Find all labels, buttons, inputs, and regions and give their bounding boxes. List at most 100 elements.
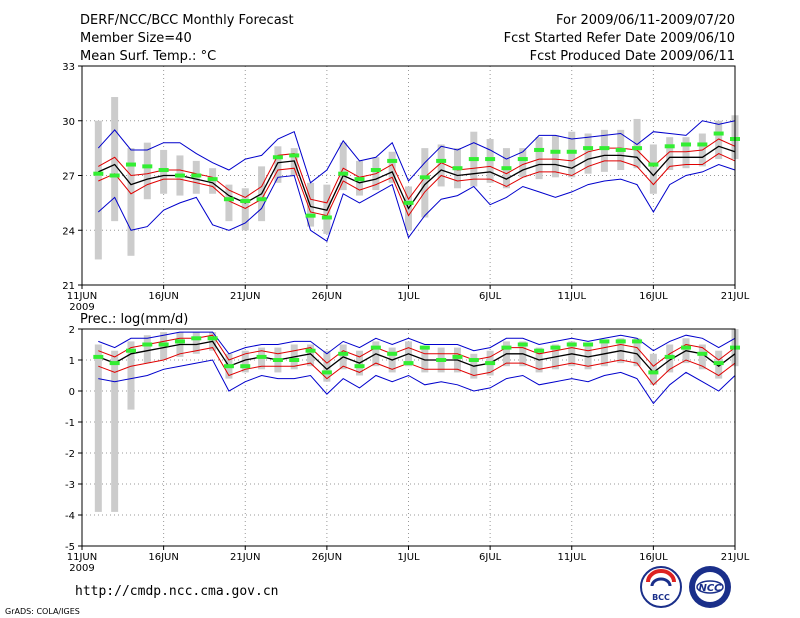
temp-observation-mark (403, 200, 414, 205)
temp-observation-mark (468, 157, 479, 162)
temp-ensemble-box (682, 137, 690, 169)
temp-observation-mark (583, 146, 594, 151)
temp-ensemble-box (551, 135, 559, 178)
prec-observation-mark (599, 339, 610, 344)
prec-observation-mark (142, 342, 153, 347)
temp-y-tick-label: 21 (62, 281, 75, 292)
temperature-panel-title: Mean Surf. Temp.: °C (80, 49, 216, 64)
temp-ensemble-box (519, 148, 527, 178)
temp-ensemble-box (568, 131, 576, 178)
temp-y-tick-label: 24 (62, 226, 75, 237)
temp-observation-mark (501, 166, 512, 171)
temp-ensemble-box (339, 142, 347, 191)
temp-observation-mark (305, 213, 316, 218)
prec-observation-mark (632, 339, 643, 344)
prec-observation-mark (191, 336, 202, 341)
prec-ensemble-box (649, 353, 657, 385)
prec-observation-mark (354, 364, 365, 369)
prec-observation-mark (534, 348, 545, 353)
prec-observation-mark (256, 354, 267, 359)
prec-observation-mark (648, 370, 659, 375)
prec-ensemble-min-line (98, 359, 736, 405)
prec-observation-mark (387, 351, 398, 356)
prec-ensemble-box (111, 350, 119, 512)
temp-y-tick-label: 33 (62, 62, 75, 73)
prec-observation-mark (485, 361, 496, 366)
prec-observation-mark (468, 358, 479, 362)
temp-observation-mark (109, 173, 120, 178)
prec-x-tick-label: 21JUL (721, 552, 750, 563)
temp-observation-mark (191, 173, 202, 178)
prec-observation-mark (223, 364, 234, 369)
prec-observation-mark (158, 342, 169, 347)
figure-title: DERF/NCC/BCC Monthly Forecast (80, 13, 294, 28)
temp-ensemble-max-line (97, 120, 736, 184)
temp-ensemble-mean-line (98, 145, 736, 211)
prec-observation-mark (713, 361, 724, 366)
prec-observation-mark (338, 351, 349, 356)
temp-year-label: 2009 (69, 302, 94, 313)
prec-observation-mark (566, 342, 577, 347)
temp-ensemble-box (666, 137, 674, 171)
prec-ensemble-box (94, 344, 102, 512)
forecast-period: For 2009/06/11-2009/07/20 (556, 13, 735, 28)
temp-observation-mark (207, 177, 218, 182)
temp-ensemble-box (143, 142, 151, 200)
temp-y-tick-label: 27 (62, 172, 75, 183)
temp-observation-mark (387, 158, 398, 163)
prec-x-tick-label: 16JUN (148, 552, 178, 563)
prec-x-tick-label: 21JUN (230, 552, 260, 563)
prec-ensemble-box (143, 335, 151, 364)
temp-observation-mark (289, 153, 300, 158)
temp-observation-mark (517, 157, 528, 162)
temp-observation-mark (354, 177, 365, 182)
prec-observation-mark (207, 336, 218, 341)
temp-observation-mark (158, 168, 169, 173)
temp-x-tick-label: 21JUL (721, 291, 750, 302)
prec-y-tick-label: -2 (65, 449, 75, 460)
temp-ensemble-box (225, 184, 233, 222)
prec-observation-mark (664, 354, 675, 359)
prec-x-tick-label: 1JUL (397, 552, 420, 563)
member-size-label: Member Size=40 (80, 31, 192, 46)
ncc-logo: NCC (689, 566, 731, 608)
prec-y-tick-label: -5 (65, 542, 75, 553)
temp-ensemble-box (584, 133, 592, 174)
temp-observation-mark (174, 173, 185, 178)
temp-ensemble-box (274, 146, 282, 183)
prec-observation-mark (681, 345, 692, 350)
prec-observation-mark (321, 370, 332, 375)
prec-x-tick-label: 26JUN (312, 552, 342, 563)
prec-ensemble-box (698, 344, 706, 370)
temp-observation-mark (664, 144, 675, 149)
temp-ensemble-box (437, 144, 445, 187)
grads-credit: GrADS: COLA/IGES (5, 607, 80, 616)
prec-ensemble-box (241, 350, 249, 373)
temp-ensemble-box (421, 148, 429, 218)
source-url[interactable]: http://cmdp.ncc.cma.gov.cn (75, 584, 279, 599)
temp-observation-mark (419, 175, 430, 180)
prec-observation-mark (125, 348, 136, 353)
temp-x-tick-label: 16JUN (148, 291, 178, 302)
bcc-logo: BCC (640, 566, 682, 608)
temp-observation-mark (713, 131, 724, 136)
prec-y-tick-label: -3 (65, 480, 75, 491)
temp-observation-mark (485, 157, 496, 162)
temp-observation-mark (632, 146, 643, 151)
temp-y-tick-label: 30 (62, 117, 75, 128)
temp-ensemble-lower-spread-line (98, 153, 736, 217)
prec-observation-mark (419, 345, 430, 350)
temp-ensemble-box (600, 129, 608, 172)
temp-observation-mark (566, 149, 577, 154)
temp-observation-mark (338, 171, 349, 176)
prec-observation-mark (501, 345, 512, 350)
temp-ensemble-box (388, 151, 396, 183)
prec-observation-mark (109, 361, 120, 366)
temp-observation-mark (436, 158, 447, 163)
prec-observation-mark (550, 345, 561, 350)
prec-observation-mark (615, 339, 626, 344)
temp-observation-mark (550, 149, 561, 154)
prec-ensemble-lower-spread-line (98, 347, 736, 386)
temp-observation-mark (321, 215, 332, 220)
